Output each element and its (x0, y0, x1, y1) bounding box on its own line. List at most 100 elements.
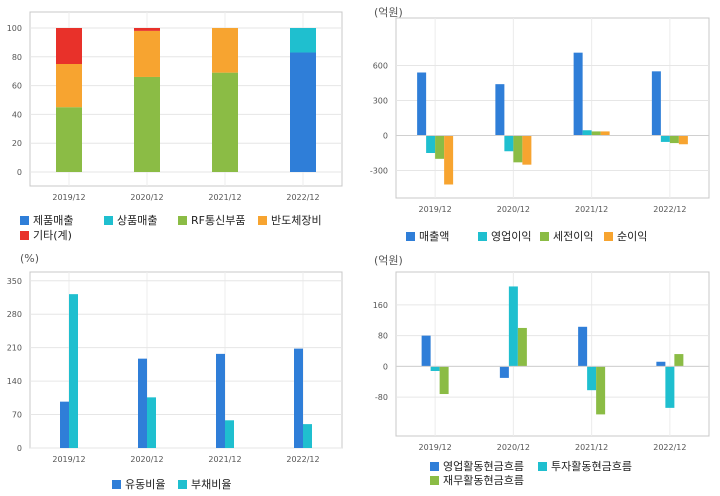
revenue-mix-ytick-label: 0 (17, 168, 22, 177)
revenue-mix-ytick-label: 80 (12, 53, 22, 62)
cashflow-bar-series-2 (517, 327, 527, 367)
revenue-mix-bar-series-2 (212, 72, 238, 172)
cashflow-bar-series-0 (578, 326, 588, 367)
ratios-unit-label: (%) (20, 252, 40, 265)
revenue-mix-legend-swatch (178, 215, 187, 225)
revenue-mix-legend-item: 제품매출 (20, 212, 73, 228)
income-legend-label: 매출액 (419, 230, 450, 243)
cashflow-legend-swatch (538, 461, 547, 471)
income-bar-series-0 (417, 72, 427, 136)
cashflow-ytick-label: 0 (383, 362, 388, 371)
revenue-mix-bar-series-3 (134, 30, 160, 77)
revenue-mix-chart: 0 20 40 60 80 100 2019/12 2020/12 2021/12 2022/12 (7, 11, 343, 202)
ratios-ytick-label: 350 (7, 277, 22, 286)
cashflow-bar-series-1 (430, 366, 440, 371)
income-bar-series-2 (591, 131, 601, 136)
income-bar-series-3 (600, 131, 610, 136)
income-legend-swatch (478, 231, 487, 241)
income-bar-series-0 (573, 52, 583, 136)
revenue-mix-legend-label: 제품매출 (33, 214, 74, 227)
income-legend-item: 영업이익 (478, 228, 531, 244)
cashflow-legend-item: 재무활동현금흐름 (430, 472, 524, 488)
ratios-ytick-label: 280 (7, 310, 22, 319)
income-ytick-label: 600 (373, 62, 388, 71)
revenue-mix-bar-series-2 (56, 107, 82, 172)
income-bar-series-1 (582, 130, 592, 136)
income-unit-label: (억원) (374, 6, 403, 19)
income-xtick-label: 2022/12 (653, 205, 686, 214)
cashflow-legend-label: 투자활동현금흐름 (551, 460, 632, 473)
cashflow-bar-series-0 (421, 335, 431, 367)
income-bar-series-1 (504, 135, 514, 152)
cashflow-xtick-label: 2019/12 (419, 443, 452, 452)
ratios-bar-series-1 (147, 397, 156, 448)
cashflow-legend-swatch (430, 475, 439, 485)
revenue-mix-ytick-label: 100 (7, 24, 22, 33)
cashflow-bar-series-2 (439, 366, 449, 395)
ratios-plot-frame (29, 271, 343, 449)
income-bar-series-3 (522, 135, 532, 165)
income-ytick-label: 300 (373, 97, 388, 106)
ratios-legend-item: 부채비율 (178, 476, 231, 492)
ratios-bar-series-1 (225, 420, 234, 448)
ratios-bar-series-0 (60, 401, 69, 448)
revenue-mix-ytick-label: 20 (12, 139, 22, 148)
income-bar-series-2 (435, 135, 445, 159)
cashflow-bar-series-1 (665, 366, 675, 408)
cashflow-ytick-label: -80 (375, 393, 388, 402)
ratios-xtick-label: 2022/12 (286, 455, 319, 464)
ratios-bar-series-1 (303, 424, 312, 448)
income-xtick-label: 2020/12 (497, 205, 530, 214)
revenue-mix-legend-label: 기타(계) (33, 229, 72, 242)
income-bar-series-3 (678, 135, 688, 145)
ratios-legend-label: 부채비율 (191, 478, 232, 491)
ratios-ytick-label: 70 (12, 411, 22, 420)
cashflow-xtick-label: 2021/12 (575, 443, 608, 452)
ratios-bar-series-0 (216, 353, 225, 448)
revenue-mix-legend-swatch (20, 230, 29, 240)
revenue-mix-legend-item: 기타(계) (20, 227, 72, 243)
income-chart: -300 0 300 600 2019/12 2020/12 2021/12 2022/12 (370, 17, 710, 214)
cashflow-ytick-label: 80 (378, 332, 388, 341)
ratios-xtick-label: 2020/12 (130, 455, 163, 464)
income-xtick-label: 2019/12 (419, 205, 452, 214)
income-legend-swatch (406, 231, 415, 241)
revenue-mix-bar-series-3 (56, 64, 82, 108)
income-bar-series-1 (660, 135, 670, 142)
income-legend-item: 순이익 (604, 228, 647, 244)
cashflow-plot-frame (395, 271, 710, 437)
cashflow-ytick-label: 160 (373, 301, 388, 310)
income-ytick-label: -300 (370, 167, 388, 176)
income-legend-label: 순이익 (617, 230, 648, 243)
income-ytick-label: 0 (383, 132, 388, 141)
ratios-chart: 0 70 140 210 280 350 2019/12 2020/12 2021/12 2022… (7, 271, 343, 464)
income-bar-series-0 (651, 71, 661, 136)
revenue-mix-xtick-label: 2022/12 (286, 193, 319, 202)
cashflow-legend-label: 영업활동현금흐름 (443, 460, 524, 473)
revenue-mix-ytick-label: 40 (12, 110, 22, 119)
income-legend-swatch (604, 231, 613, 241)
revenue-mix-bar-series-1 (290, 28, 316, 53)
cashflow-bar-series-2 (674, 354, 684, 367)
income-panel: (억원) -300 0 300 600 2019/12 2020/12 2021/12 202… (360, 0, 720, 248)
revenue-mix-legend-swatch (258, 215, 267, 225)
ratios-legend-swatch (178, 479, 187, 489)
revenue-mix-xtick-label: 2021/12 (208, 193, 241, 202)
ratios-legend-label: 유동비율 (125, 478, 166, 491)
revenue-mix-legend-label: 상품매출 (117, 214, 158, 227)
income-bar-series-1 (426, 135, 436, 153)
revenue-mix-xtick-label: 2019/12 (52, 193, 85, 202)
ratios-xtick-label: 2021/12 (208, 455, 241, 464)
income-xtick-label: 2021/12 (575, 205, 608, 214)
revenue-mix-panel: 0 20 40 60 80 100 2019/12 2020/12 2021/12 2022/12… (0, 0, 350, 248)
revenue-mix-bar-series-2 (134, 76, 160, 172)
cashflow-panel: (억원) -80 0 80 160 2019/12 2020/12 2021/12 2022/… (360, 248, 720, 496)
ratios-legend-swatch (112, 479, 121, 489)
revenue-mix-legend-item: 반도체장비 (258, 212, 322, 228)
ratios-ytick-label: 210 (7, 344, 22, 353)
ratios-legend-item: 유동비율 (112, 476, 165, 492)
cashflow-legend-swatch (430, 461, 439, 471)
income-bar-series-3 (444, 135, 454, 185)
income-bar-series-0 (495, 84, 505, 136)
cashflow-legend-item: 투자활동현금흐름 (538, 458, 632, 474)
